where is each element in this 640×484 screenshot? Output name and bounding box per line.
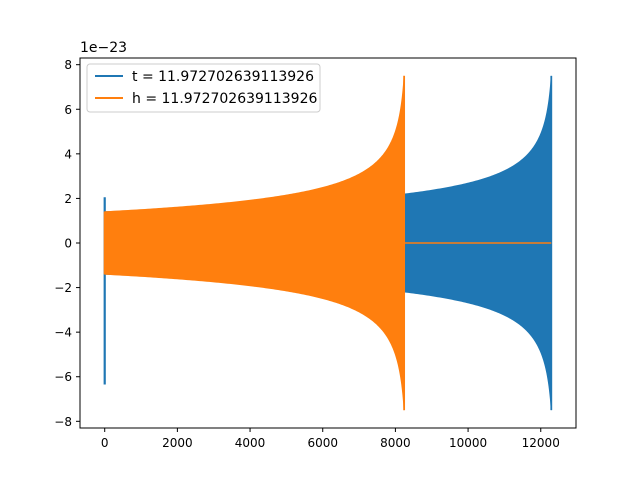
y-tick-label: 2 bbox=[64, 192, 72, 206]
y-tick-label: 8 bbox=[64, 58, 72, 72]
x-tick-label: 4000 bbox=[235, 436, 266, 450]
x-tick-label: 0 bbox=[101, 436, 109, 450]
y-tick-label: 0 bbox=[64, 237, 72, 251]
legend-box bbox=[86, 63, 321, 113]
series-h-envelope bbox=[104, 75, 405, 411]
legend-label-t: t = 11.972702639113926 bbox=[132, 69, 314, 85]
y-offset-text: 1e−23 bbox=[80, 40, 127, 56]
x-tick-label: 8000 bbox=[380, 436, 411, 450]
y-tick-label: −2 bbox=[54, 281, 72, 295]
x-tick-label: 10000 bbox=[449, 436, 487, 450]
y-tick-label: −8 bbox=[54, 415, 72, 429]
x-axis: 0 2000 4000 6000 8000 10000 12000 bbox=[101, 428, 560, 450]
y-tick-label: −4 bbox=[54, 326, 72, 340]
x-tick-label: 2000 bbox=[162, 436, 193, 450]
y-axis: −8 −6 −4 −2 0 2 4 6 8 bbox=[54, 58, 80, 429]
legend-label-h: h = 11.972702639113926 bbox=[132, 91, 317, 107]
legend: t = 11.972702639113926 h = 11.9727026391… bbox=[86, 63, 321, 113]
x-tick-label: 6000 bbox=[307, 436, 338, 450]
y-tick-label: 6 bbox=[64, 103, 72, 117]
series-layer bbox=[103, 75, 553, 411]
x-tick-label: 12000 bbox=[522, 436, 560, 450]
y-tick-label: −6 bbox=[54, 370, 72, 384]
y-tick-label: 4 bbox=[64, 147, 72, 161]
